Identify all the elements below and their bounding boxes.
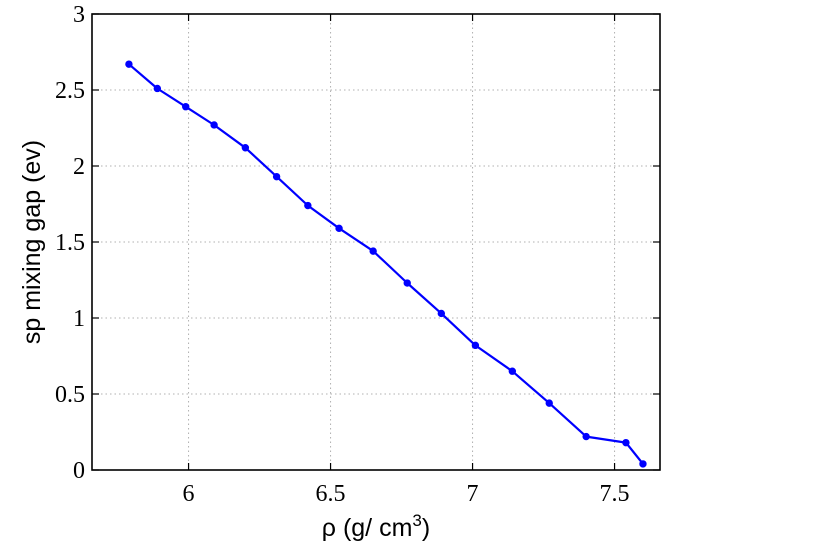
x-axis-label-main: ρ (g/ cm [322, 514, 413, 542]
x-tick-label: 6 [183, 481, 195, 507]
x-axis-label: ρ (g/ cm3) [322, 511, 430, 542]
data-point [369, 247, 377, 255]
data-point [182, 103, 190, 111]
series-points [125, 60, 647, 468]
data-point [210, 121, 218, 129]
y-axis-label: sp mixing gap (ev) [18, 140, 46, 344]
y-tick-label: 1.5 [55, 230, 85, 256]
data-point [437, 309, 446, 318]
y-tick-label: 2 [73, 154, 85, 180]
x-axis-label-superscript: 3 [412, 511, 421, 530]
data-point [508, 367, 517, 375]
data-point [582, 432, 590, 441]
y-tick-labels: 0 0.5 1 1.5 2 2.5 3 [55, 2, 85, 484]
x-tick-label: 6.5 [316, 481, 346, 507]
grid [92, 14, 660, 470]
data-point [335, 224, 343, 233]
data-point [272, 172, 281, 181]
y-tick-label: 0.5 [55, 382, 85, 408]
data-point [622, 438, 630, 447]
x-tick-label: 7.5 [600, 481, 630, 507]
x-tick-labels: 6 6.5 7 7.5 [183, 481, 630, 507]
data-point [125, 60, 133, 68]
data-point [241, 144, 250, 152]
plot-frame [91, 13, 661, 471]
series-line [128, 63, 644, 465]
y-tick-label: 3 [73, 2, 85, 28]
x-tick-label: 7 [467, 481, 479, 507]
data-point [639, 460, 647, 468]
data-point [304, 201, 312, 210]
data-point [471, 341, 480, 350]
data-point [403, 279, 411, 287]
x-axis-label-close: ) [422, 514, 430, 542]
y-tick-label: 2.5 [55, 78, 85, 104]
data-point [545, 399, 553, 407]
y-tick-label: 1 [73, 306, 85, 332]
y-tick-label: 0 [73, 458, 85, 484]
data-point [153, 84, 162, 93]
